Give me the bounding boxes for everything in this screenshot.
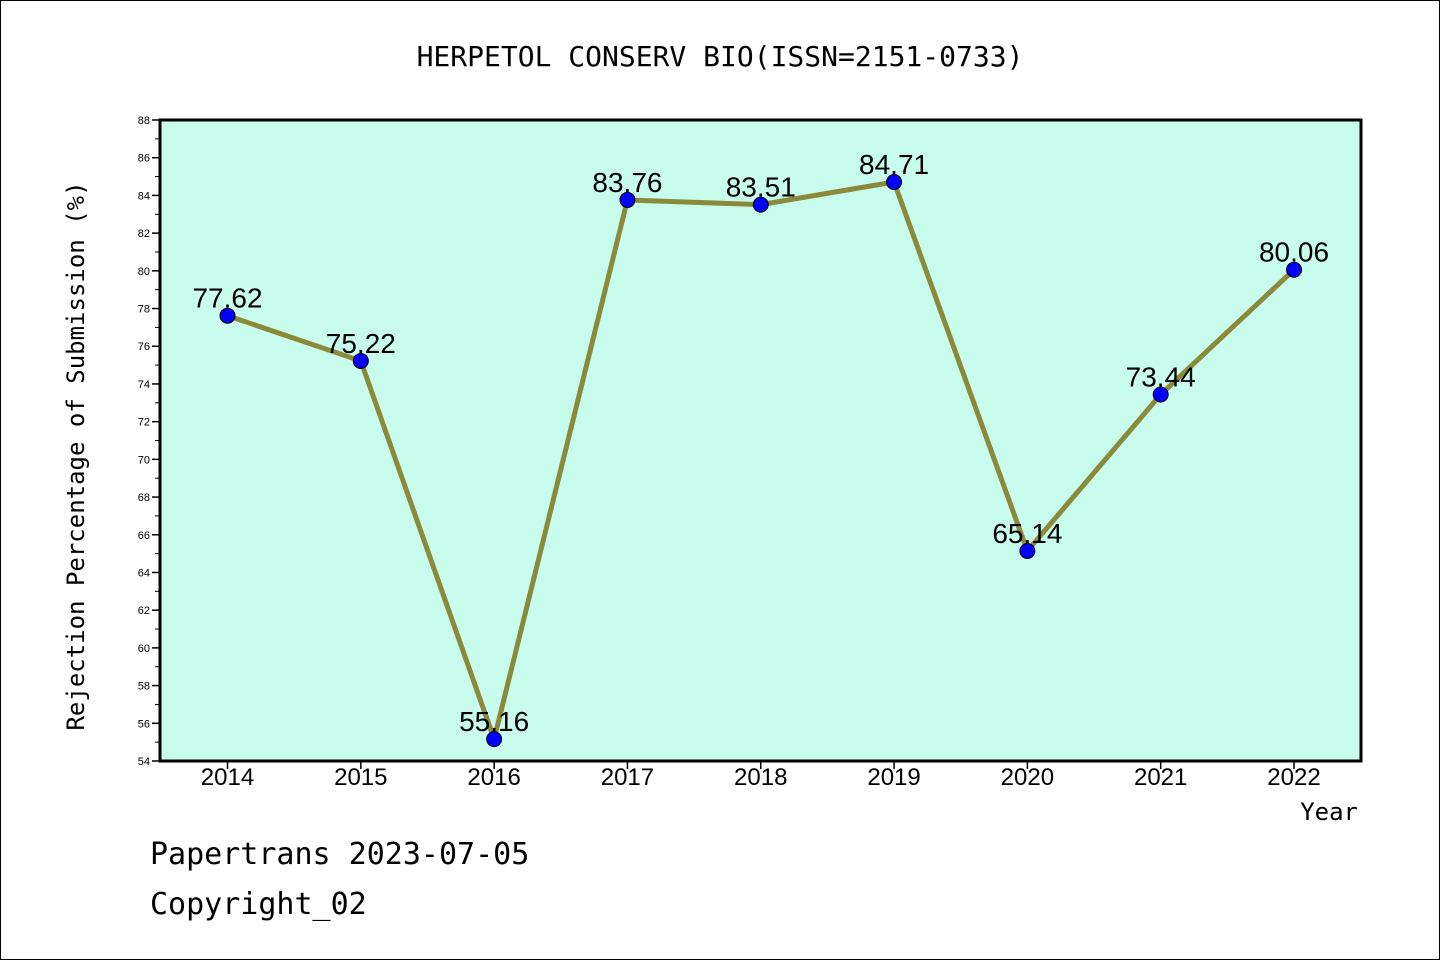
y-axis-label: Rejection Percentage of Submission (%)	[62, 181, 90, 730]
data-label: 80.06	[1259, 237, 1329, 268]
y-tick-label: 80	[138, 266, 150, 278]
y-tick-label: 74	[138, 379, 150, 391]
data-label: 83.51	[726, 172, 796, 203]
data-point	[1152, 386, 1169, 403]
y-tick-label: 84	[138, 190, 150, 202]
data-label: 65.14	[992, 518, 1062, 549]
chart-title: HERPETOL CONSERV BIO(ISSN=2151-0733)	[417, 40, 1024, 73]
data-label: 83.76	[592, 167, 662, 198]
x-axis-ticks: 2014 2015 2016 2017 2018 2019 2020 2021 2022	[201, 761, 1321, 791]
data-label: 84.71	[859, 149, 929, 180]
y-tick-label: 54	[138, 756, 150, 768]
data-point	[886, 174, 903, 191]
y-tick-label: 62	[138, 605, 150, 617]
data-point	[1286, 261, 1302, 278]
data-label: 75.22	[326, 328, 396, 359]
y-tick-label: 56	[138, 718, 150, 730]
y-axis-ticks: 54 56 58 60 62 64 66 68 70 72 74 76 78 80 82 84 86 88	[138, 115, 160, 768]
x-tick-label: 2014	[201, 764, 254, 791]
data-labels: 77.62 75.22 55.16 83.76 83.51 84.71 65.14 73.44…	[192, 149, 1329, 737]
data-point	[486, 731, 503, 748]
y-tick-label: 88	[138, 115, 150, 127]
x-tick-label: 2018	[734, 764, 787, 791]
x-axis-label: Year	[1300, 798, 1358, 826]
y-tick-label: 72	[138, 417, 150, 429]
y-tick-label: 60	[138, 643, 150, 655]
y-tick-label: 58	[138, 681, 150, 693]
y-tick-label: 82	[138, 228, 150, 240]
x-tick-label: 2021	[1134, 764, 1187, 791]
y-tick-label: 64	[138, 567, 150, 579]
x-tick-label: 2022	[1267, 764, 1320, 791]
data-point	[219, 307, 236, 324]
y-tick-label: 70	[138, 454, 150, 466]
y-tick-label: 66	[138, 530, 150, 542]
data-point	[352, 352, 369, 369]
data-label: 73.44	[1126, 361, 1196, 392]
data-point	[619, 191, 636, 208]
x-tick-label: 2017	[601, 764, 654, 791]
data-points	[219, 174, 1302, 748]
x-tick-label: 2015	[334, 764, 387, 791]
y-tick-label: 78	[138, 304, 150, 316]
y-tick-label: 86	[138, 153, 150, 165]
data-point	[752, 196, 769, 213]
footer-source: Papertrans 2023-07-05	[150, 837, 529, 872]
plot-area	[158, 118, 1363, 763]
data-point	[1019, 542, 1036, 559]
x-tick-label: 2020	[1001, 764, 1054, 791]
footer-copyright: Copyright_02	[150, 887, 367, 922]
x-tick-label: 2019	[867, 764, 920, 791]
y-tick-label: 68	[138, 492, 150, 504]
x-tick-label: 2016	[467, 764, 520, 791]
y-tick-label: 76	[138, 341, 150, 353]
data-label: 77.62	[192, 283, 262, 314]
data-label: 55.16	[459, 706, 529, 737]
